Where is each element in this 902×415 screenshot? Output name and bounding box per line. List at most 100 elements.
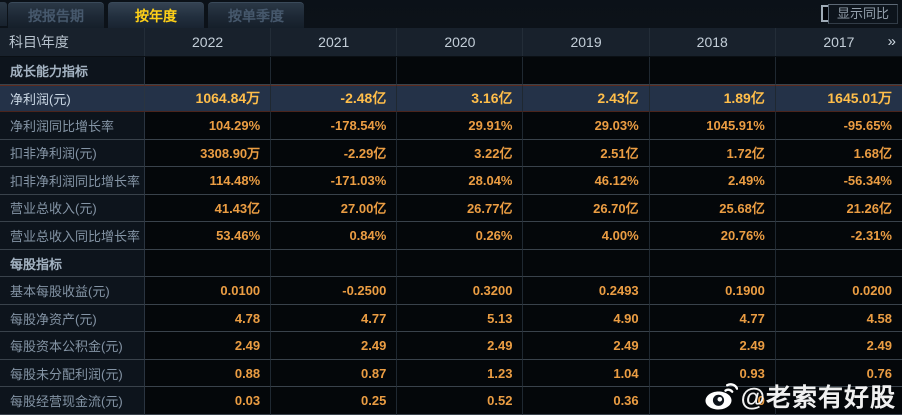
table-cell: 2.49: [775, 332, 902, 360]
show-yoy-label[interactable]: 显示同比: [827, 4, 898, 24]
table-cell: 0.0100: [145, 277, 272, 305]
year-header-2020: 2020: [397, 28, 524, 56]
table-cell: 25.68亿: [649, 194, 776, 223]
table-cell: 0.76: [775, 359, 902, 388]
table-row: 营业总收入同比增长率 53.46% 0.84% 0.26% 4.00% 20.76% -2.…: [0, 222, 902, 250]
section-row: 成长能力指标: [0, 57, 902, 85]
table-cell: -178.54%: [271, 112, 398, 140]
table-cell: 2.49: [397, 332, 524, 360]
table-row: 每股经营现金流(元) 0.03 0.25 0.52 0.36 0: [0, 387, 902, 415]
year-header-2022: 2022: [145, 28, 272, 56]
row-label: 每股资本公积金(元): [0, 332, 145, 360]
table-cell: [775, 57, 902, 85]
table-row: 每股未分配利润(元) 0.88 0.87 1.23 1.04 0.93 0.76: [0, 359, 902, 388]
table-cell: 1.68亿: [775, 139, 902, 168]
year-header-2021: 2021: [271, 28, 398, 56]
table-cell: 4.77: [649, 304, 776, 333]
table-cell: 0.0200: [775, 277, 902, 305]
table-cell: 0.88: [145, 359, 272, 388]
tab-3[interactable]: 按单季度: [208, 2, 304, 28]
table-cell: 0.1900: [649, 277, 776, 305]
more-years-icon[interactable]: »: [887, 33, 896, 50]
table-cell: 1.72亿: [649, 139, 776, 168]
row-label: 基本每股收益(元): [0, 277, 145, 305]
table-cell: 104.29%: [145, 112, 272, 140]
table-cell: 4.58: [775, 304, 902, 333]
table-cell: 53.46%: [145, 222, 272, 250]
table-cell: 21.26亿: [775, 194, 902, 223]
table-cell: 46.12%: [523, 167, 650, 195]
table-cell: 41.43亿: [145, 194, 272, 223]
table-cell: 0.36: [523, 387, 650, 415]
table-cell: -2.31%: [775, 222, 902, 250]
table-cell: 2.43亿: [523, 84, 650, 113]
table-cell: 4.77: [271, 304, 398, 333]
row-label: 营业总收入(元): [0, 194, 145, 223]
table-cell: -0.2500: [271, 277, 398, 305]
table-cell: [649, 249, 776, 278]
table-cell: -171.03%: [271, 167, 398, 195]
table-cell: 0.26%: [397, 222, 524, 250]
year-header-2017: 2017»: [776, 28, 902, 56]
table-cell: [271, 57, 398, 85]
table-cell: 0.87: [271, 359, 398, 388]
table-cell: [523, 249, 650, 278]
table-cell: 0.03: [145, 387, 272, 415]
row-label: 每股经营现金流(元): [0, 387, 145, 415]
table-cell: [397, 249, 524, 278]
table-cell: -95.65%: [775, 112, 902, 140]
table-cell: 0: [649, 387, 776, 415]
row-label: 成长能力指标: [0, 57, 145, 85]
table-cell: 4.90: [523, 304, 650, 333]
table-cell: 20.76%: [649, 222, 776, 250]
year-header-2019: 2019: [523, 28, 650, 56]
table-cell: 1.89亿: [649, 84, 776, 113]
row-label: 净利润同比增长率: [0, 112, 145, 140]
table-row: 净利润同比增长率 104.29% -178.54% 29.91% 29.03% 1045.…: [0, 112, 902, 140]
table-cell: 5.13: [397, 304, 524, 333]
table-cell: 3.16亿: [397, 84, 524, 113]
table-cell: 1645.01万: [775, 84, 902, 113]
tab-2-active[interactable]: 按年度: [108, 2, 204, 28]
table-cell: 28.04%: [397, 167, 524, 195]
row-label: 每股未分配利润(元): [0, 359, 145, 388]
table-cell: 4.78: [145, 304, 272, 333]
table-cell: 29.03%: [523, 112, 650, 140]
table-cell: 27.00亿: [271, 194, 398, 223]
table-cell: 0.93: [649, 359, 776, 388]
table-cell: [649, 57, 776, 85]
table-cell: -2.29亿: [271, 139, 398, 168]
table-cell: 0.52: [397, 387, 524, 415]
table-cell: -2.48亿: [271, 84, 398, 113]
table-cell: 0.84%: [271, 222, 398, 250]
table-cell: 2.49: [523, 332, 650, 360]
table-row: 净利润(元) 1064.84万 -2.48亿 3.16亿 2.43亿 1.89亿 1645.…: [0, 84, 902, 113]
table-cell: 2.49%: [649, 167, 776, 195]
table-cell: 3.22亿: [397, 139, 524, 168]
table-row: 扣非净利润(元) 3308.90万 -2.29亿 3.22亿 2.51亿 1.72亿 1.6…: [0, 139, 902, 168]
section-row: 每股指标: [0, 249, 902, 278]
row-label: 每股指标: [0, 249, 145, 278]
table-row: 每股资本公积金(元) 2.49 2.49 2.49 2.49 2.49 2.49: [0, 332, 902, 360]
table-cell: 2.51亿: [523, 139, 650, 168]
corner-header-cell: 科目\年度: [0, 28, 145, 56]
table-header-row: 科目\年度 2022 2021 2020 2019 2018 2017»: [0, 28, 902, 57]
table-cell: 2.49: [145, 332, 272, 360]
table-cell: 3308.90万: [145, 139, 272, 168]
table-row: 营业总收入(元) 41.43亿 27.00亿 26.77亿 26.70亿 25.68亿 21…: [0, 194, 902, 223]
year-header-2018: 2018: [650, 28, 776, 56]
table-cell: [397, 57, 524, 85]
row-label: 扣非净利润(元): [0, 139, 145, 168]
table-cell: 4.00%: [523, 222, 650, 250]
table-cell: 26.70亿: [523, 194, 650, 223]
row-label: 扣非净利润同比增长率: [0, 167, 145, 195]
table-row: 每股净资产(元) 4.78 4.77 5.13 4.90 4.77 4.58: [0, 304, 902, 333]
tab-1[interactable]: 按报告期: [8, 2, 104, 28]
row-label: 营业总收入同比增长率: [0, 222, 145, 250]
table-cell: 0.25: [271, 387, 398, 415]
table-cell: [523, 57, 650, 85]
tab-edge-fragment: [0, 2, 7, 26]
row-label: 净利润(元): [0, 84, 145, 113]
table-row: 基本每股收益(元) 0.0100 -0.2500 0.3200 0.2493 0.1900…: [0, 277, 902, 305]
table-cell: 26.77亿: [397, 194, 524, 223]
